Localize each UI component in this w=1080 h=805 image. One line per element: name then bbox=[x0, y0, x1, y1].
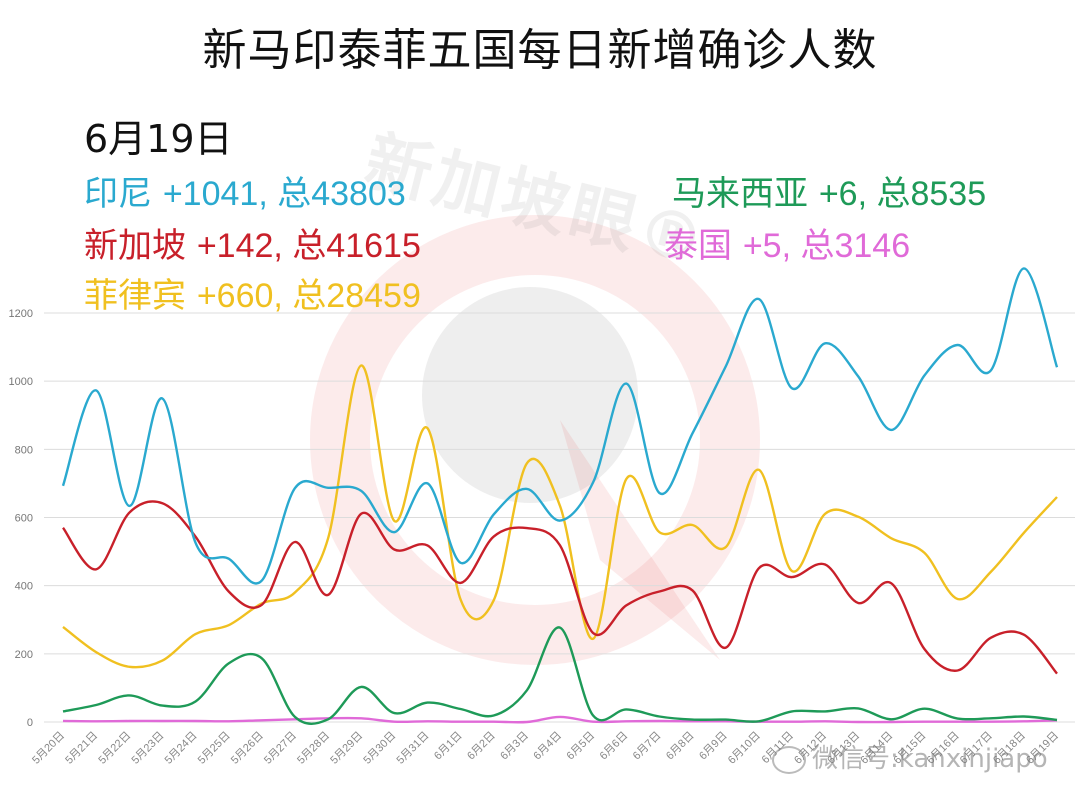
x-tick-label: 6月2日 bbox=[465, 730, 498, 763]
stat-indonesia: 印尼 +1041, 总43803 bbox=[84, 174, 406, 214]
x-tick-label: 5月31日 bbox=[395, 730, 432, 767]
x-tick-label: 6月3日 bbox=[498, 730, 531, 763]
y-tick-label: 800 bbox=[15, 444, 33, 456]
x-tick-label: 6月10日 bbox=[726, 730, 763, 767]
series-line-philippines bbox=[62, 364, 1058, 669]
y-tick-label: 400 bbox=[15, 581, 33, 593]
x-tick-label: 5月23日 bbox=[129, 730, 166, 767]
y-tick-label: 600 bbox=[15, 513, 33, 525]
x-tick-label: 5月22日 bbox=[96, 730, 133, 767]
wechat-watermark: 微信号:kanxinjiapo bbox=[772, 738, 1048, 775]
stat-thailand: 泰国 +5, 总3146 bbox=[664, 226, 911, 266]
x-tick-label: 5月27日 bbox=[262, 730, 299, 767]
x-tick-label: 6月1日 bbox=[432, 730, 465, 763]
chart-title: 新马印泰菲五国每日新增确诊人数 bbox=[202, 25, 878, 76]
x-tick-label: 6月7日 bbox=[631, 730, 664, 763]
stat-malaysia: 马来西亚 +6, 总8535 bbox=[672, 174, 987, 214]
y-axis: 0 200 400 600 800 1000 1200 bbox=[9, 308, 33, 729]
stat-philippines: 菲律宾 +660, 总28459 bbox=[84, 276, 421, 316]
x-tick-label: 6月4日 bbox=[531, 730, 564, 763]
x-tick-label: 6月8日 bbox=[664, 730, 697, 763]
y-tick-label: 0 bbox=[27, 717, 33, 729]
series-line-thailand bbox=[62, 715, 1058, 724]
x-tick-label: 5月30日 bbox=[361, 730, 398, 767]
y-tick-label: 1000 bbox=[9, 376, 33, 388]
x-tick-label: 6月9日 bbox=[697, 730, 730, 763]
x-tick-label: 5月24日 bbox=[163, 730, 200, 767]
series-lines bbox=[61, 267, 1059, 725]
date-label: 6月19日 bbox=[84, 117, 233, 161]
series-line-indonesia bbox=[61, 267, 1059, 585]
x-tick-label: 5月26日 bbox=[229, 730, 266, 767]
x-tick-label: 6月5日 bbox=[565, 730, 598, 763]
x-tick-label: 5月20日 bbox=[30, 730, 67, 767]
y-tick-label: 200 bbox=[15, 649, 33, 661]
wechat-icon bbox=[772, 745, 806, 774]
x-tick-label: 5月21日 bbox=[63, 730, 100, 767]
series-line-singapore bbox=[62, 500, 1058, 675]
x-tick-label: 5月25日 bbox=[196, 730, 233, 767]
gridlines bbox=[44, 312, 1075, 723]
stat-singapore: 新加坡 +142, 总41615 bbox=[84, 226, 421, 266]
x-tick-label: 5月28日 bbox=[295, 730, 332, 767]
x-tick-label: 6月6日 bbox=[598, 730, 631, 763]
y-tick-label: 1200 bbox=[9, 308, 33, 320]
x-tick-label: 5月29日 bbox=[328, 730, 365, 767]
series-line-malaysia bbox=[62, 626, 1058, 725]
